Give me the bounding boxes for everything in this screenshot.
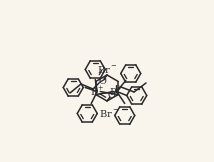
Text: O: O — [107, 91, 115, 99]
Text: Br$^-$: Br$^-$ — [99, 108, 119, 119]
Text: O: O — [98, 76, 106, 86]
Text: P$^+$: P$^+$ — [109, 85, 124, 98]
Text: Br$^-$: Br$^-$ — [97, 64, 117, 75]
Text: P$^+$: P$^+$ — [90, 85, 105, 98]
